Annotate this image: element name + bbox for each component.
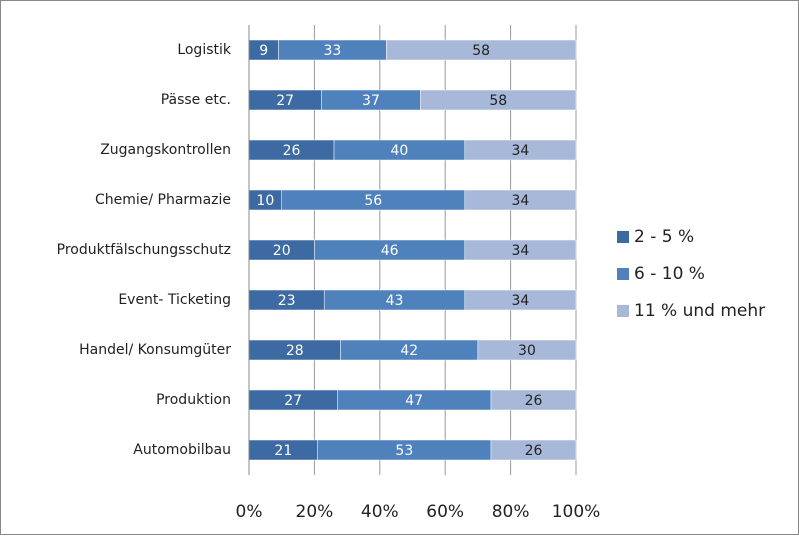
y-tick-label: Chemie/ Pharmazie <box>95 192 231 208</box>
bar-segment <box>477 339 577 361</box>
bar-segment <box>420 89 577 111</box>
data-label: 53 <box>395 443 413 459</box>
x-tick-label: 40% <box>361 502 399 522</box>
data-label: 34 <box>511 243 529 259</box>
data-label: 33 <box>323 43 341 59</box>
data-label: 56 <box>364 193 382 209</box>
bar-segment <box>464 139 577 161</box>
bar-segment <box>490 389 577 411</box>
x-tick-label: 100% <box>552 502 601 522</box>
bar-segment <box>490 439 577 461</box>
bar-segment <box>464 239 577 261</box>
legend-swatch <box>617 268 629 280</box>
y-tick-label: Handel/ Konsumgüter <box>79 342 231 358</box>
data-label: 27 <box>276 93 294 109</box>
legend-label: 2 - 5 % <box>634 227 694 247</box>
legend-swatch <box>617 305 629 317</box>
y-tick-label: Produktion <box>156 392 231 408</box>
data-label: 46 <box>381 243 399 259</box>
legend-label: 11 % und mehr <box>634 301 765 321</box>
legend-swatch <box>617 231 629 243</box>
data-label: 40 <box>391 143 409 159</box>
data-label: 28 <box>286 343 304 359</box>
bar-segment <box>464 289 577 311</box>
data-label: 43 <box>386 293 404 309</box>
data-label: 34 <box>511 293 529 309</box>
data-label: 42 <box>400 343 418 359</box>
data-label: 10 <box>256 193 274 209</box>
y-tick-label: Event- Ticketing <box>118 292 231 308</box>
bar-segment <box>464 189 577 211</box>
data-label: 26 <box>283 143 301 159</box>
data-label: 26 <box>525 393 543 409</box>
bar-segment <box>386 39 577 61</box>
data-label: 20 <box>273 243 291 259</box>
data-label: 37 <box>362 93 380 109</box>
data-label: 23 <box>278 293 296 309</box>
data-label: 34 <box>511 193 529 209</box>
data-label: 26 <box>525 443 543 459</box>
data-label: 58 <box>489 93 507 109</box>
x-tick-label: 20% <box>296 502 334 522</box>
data-label: 47 <box>405 393 423 409</box>
x-tick-label: 0% <box>236 502 263 522</box>
data-label: 27 <box>284 393 302 409</box>
x-tick-label: 80% <box>492 502 530 522</box>
data-label: 21 <box>274 443 292 459</box>
legend-label: 6 - 10 % <box>634 264 705 284</box>
data-label: 58 <box>472 43 490 59</box>
data-label: 30 <box>518 343 536 359</box>
data-label: 34 <box>511 143 529 159</box>
y-tick-label: Zugangskontrollen <box>100 142 231 158</box>
y-tick-label: Pässe etc. <box>161 92 231 108</box>
y-tick-label: Produktfälschungsschutz <box>57 242 231 258</box>
x-tick-label: 60% <box>426 502 464 522</box>
y-tick-label: Logistik <box>177 42 232 58</box>
y-tick-label: Automobilbau <box>133 442 231 458</box>
data-label: 9 <box>259 43 268 59</box>
